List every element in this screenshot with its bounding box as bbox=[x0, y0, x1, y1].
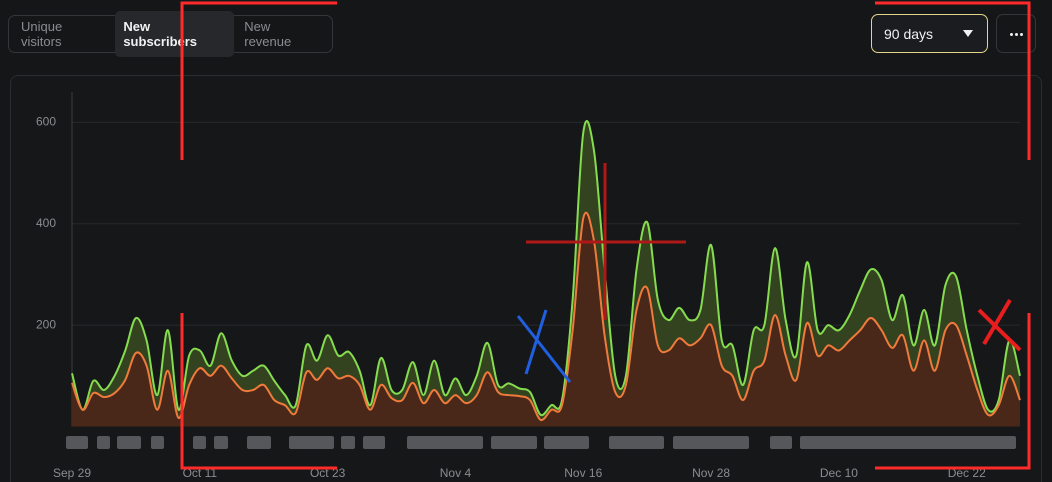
x-tick-label: Nov 16 bbox=[564, 466, 602, 480]
x-tick-label: Sep 29 bbox=[53, 466, 91, 480]
range-label: 90 days bbox=[884, 25, 934, 42]
event-markers bbox=[66, 436, 1016, 449]
more-button[interactable] bbox=[996, 14, 1036, 53]
series-line bbox=[71, 120, 1021, 417]
x-tick-label: Nov 4 bbox=[440, 466, 472, 480]
x-tick-label: Dec 10 bbox=[820, 466, 858, 480]
metric-tabs: Unique visitors New subscribers New reve… bbox=[8, 11, 333, 57]
y-tick-label: 400 bbox=[36, 216, 56, 230]
plot: 200 400 600 Sep 29 Oct 11 Oct 23 Nov 4 Nov 16 No… bbox=[36, 92, 1021, 480]
y-tick-label: 200 bbox=[36, 317, 56, 331]
series-line bbox=[71, 211, 1021, 422]
x-tick-label: Dec 22 bbox=[948, 466, 986, 480]
tab-active[interactable]: New subscribers bbox=[115, 11, 235, 57]
x-tick-label: Oct 11 bbox=[183, 466, 218, 480]
range-dropdown[interactable]: 90 days bbox=[871, 14, 988, 53]
x-tick-label: Oct 23 bbox=[310, 466, 346, 480]
tab[interactable]: New revenue bbox=[244, 19, 292, 49]
x-tick-label: Nov 28 bbox=[692, 466, 730, 480]
y-tick-label: 600 bbox=[36, 115, 56, 129]
annotation-overlay bbox=[180, 1, 1031, 470]
caret-icon bbox=[963, 30, 973, 37]
tab[interactable]: Unique visitors bbox=[21, 19, 63, 49]
series-area bbox=[72, 212, 1020, 427]
